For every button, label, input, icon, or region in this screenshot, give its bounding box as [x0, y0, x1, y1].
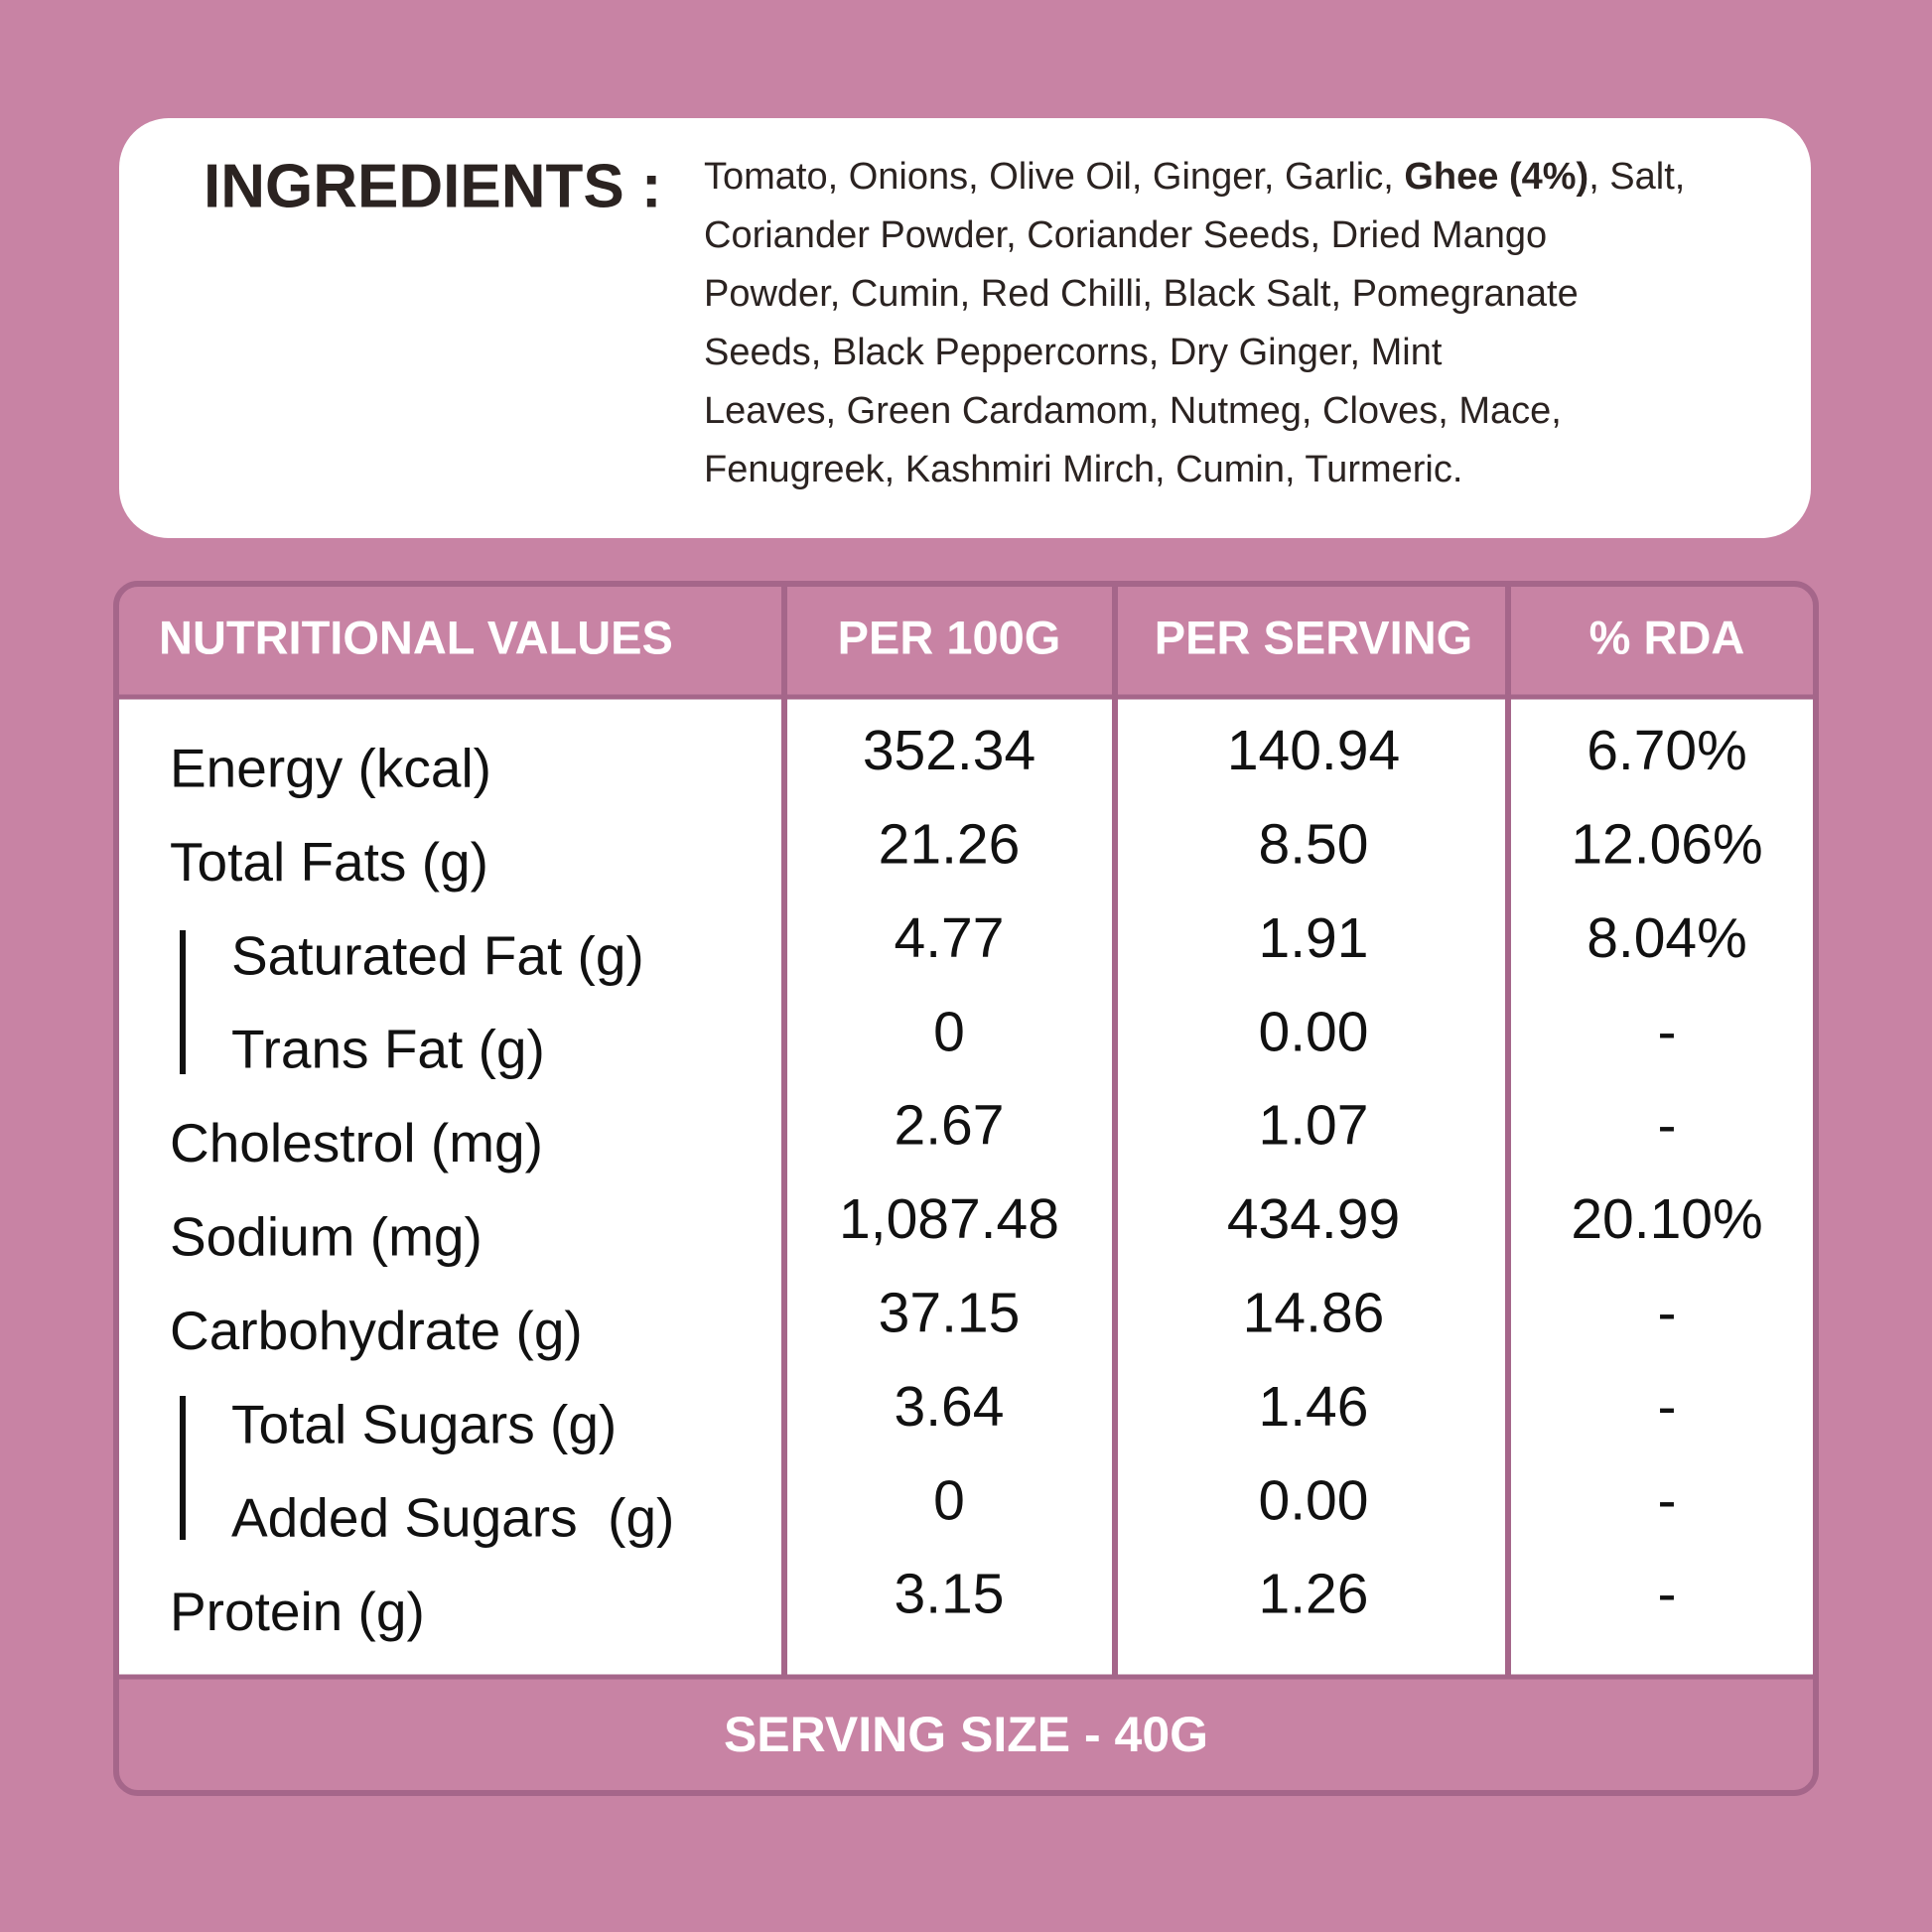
nutrient-value: 1.91: [1259, 906, 1369, 970]
ingredients-line: Tomato, Onions, Olive Oil, Ginger, Garli…: [704, 156, 1685, 198]
nutrient-value: 6.70%: [1587, 719, 1747, 782]
nutrient-value: 352.34: [863, 719, 1035, 782]
ingredients-line: Seeds, Black Peppercorns, Dry Ginger, Mi…: [704, 332, 1443, 373]
nutrient-name: Cholestrol (mg): [170, 1112, 543, 1173]
nutrient-value: 20.10%: [1571, 1187, 1762, 1251]
ingredients-lines: Coriander Powder, Coriander Seeds, Dried…: [704, 214, 1579, 490]
nutrient-name: Total Fats (g): [170, 831, 488, 893]
nutrient-name: Saturated Fat (g): [231, 924, 644, 986]
nutrient-value: 1,087.48: [839, 1187, 1059, 1251]
nutrient-value: 12.06%: [1571, 812, 1762, 876]
nutrient-name: Carbohydrate (g): [170, 1300, 583, 1361]
nutrient-value: 8.50: [1259, 812, 1369, 876]
nutrient-value: 14.86: [1243, 1281, 1385, 1344]
column-header: NUTRITIONAL VALUES: [159, 611, 673, 663]
serving-size: SERVING SIZE - 40G: [724, 1707, 1208, 1762]
nutrient-value: 3.64: [895, 1375, 1005, 1439]
ingredient-text: Tomato, Onions, Olive Oil, Ginger, Garli…: [704, 156, 1404, 198]
nutrition-table: NUTRITIONAL VALUES PER 100G PER SERVING % R…: [159, 584, 1763, 1677]
nutrient-value: -: [1658, 1281, 1677, 1344]
nutrient-value: 37.15: [879, 1281, 1021, 1344]
nutrient-value: 3.15: [895, 1563, 1005, 1626]
nutrient-value: -: [1658, 1375, 1677, 1439]
table-body: [119, 698, 1813, 1676]
ingredients-line: Powder, Cumin, Red Chilli, Black Salt, P…: [704, 273, 1579, 315]
column-header: PER 100G: [838, 611, 1061, 663]
ingredient-text: , Salt,: [1588, 156, 1685, 198]
nutrient-value: 4.77: [895, 906, 1005, 970]
nutrient-value: -: [1658, 1094, 1677, 1158]
nutrient-name: Protein (g): [170, 1581, 425, 1642]
column-header: % RDA: [1589, 611, 1745, 663]
nutrient-value: 0.00: [1259, 1468, 1369, 1532]
nutrient-value: 0: [933, 1468, 965, 1532]
nutrient-name: Total Sugars (g): [231, 1393, 617, 1454]
ingredient-highlight: Ghee (4%): [1404, 156, 1588, 198]
nutrient-value: 2.67: [895, 1094, 1005, 1158]
nutrient-value: 1.07: [1259, 1094, 1369, 1158]
ingredients-card: [119, 118, 1811, 538]
nutrient-value: -: [1658, 1000, 1677, 1063]
nutrient-value: 0.00: [1259, 1000, 1369, 1063]
column-header: PER SERVING: [1155, 611, 1472, 663]
nutrient-name: Energy (kcal): [170, 738, 491, 799]
nutrient-value: 434.99: [1227, 1187, 1400, 1251]
nutrient-value: 140.94: [1227, 719, 1400, 782]
nutrient-name: Sodium (mg): [170, 1206, 483, 1268]
nutrient-name: Trans Fat (g): [231, 1019, 545, 1080]
nutrient-name: Added Sugars (g): [231, 1487, 674, 1549]
nutrient-value: 1.26: [1259, 1563, 1369, 1626]
ingredients-line: Fenugreek, Kashmiri Mirch, Cumin, Turmer…: [704, 449, 1462, 490]
ingredients-label: INGREDIENTS :: [204, 152, 662, 220]
ingredients-line: Coriander Powder, Coriander Seeds, Dried…: [704, 214, 1547, 256]
nutrient-value: -: [1658, 1563, 1677, 1626]
nutrient-value: 1.46: [1259, 1375, 1369, 1439]
nutrient-value: 0: [933, 1000, 965, 1063]
nutrient-value: -: [1658, 1468, 1677, 1532]
ingredients-line: Leaves, Green Cardamom, Nutmeg, Cloves, …: [704, 390, 1562, 432]
nutrient-value: 21.26: [879, 812, 1021, 876]
nutrient-value: 8.04%: [1587, 906, 1747, 970]
